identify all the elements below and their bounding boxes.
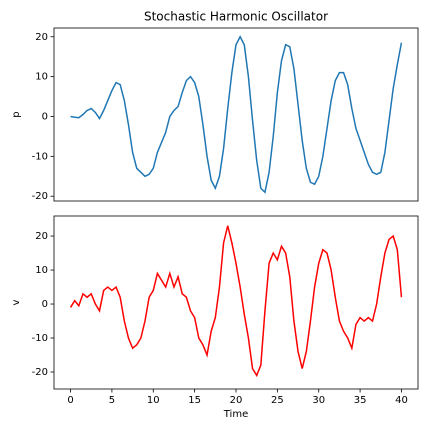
- y-tick-label: 10: [35, 265, 48, 276]
- x-tick-label: 25: [271, 395, 284, 406]
- y-axis-label: p: [11, 111, 22, 117]
- y-tick-label: 0: [42, 111, 48, 122]
- y-tick-label: 20: [35, 231, 48, 242]
- data-line: [69, 225, 403, 378]
- axes-frame: [53, 27, 419, 202]
- data-line: [70, 35, 403, 194]
- x-tick-label: 5: [109, 395, 115, 406]
- y-tick-label: -10: [32, 151, 48, 162]
- x-tick-label: 30: [312, 395, 325, 406]
- y-tick-label: 0: [42, 299, 48, 310]
- x-tick-label: 35: [354, 395, 367, 406]
- x-tick-label: 10: [147, 395, 160, 406]
- y-tick-label: 20: [35, 32, 48, 43]
- x-tick-label: 40: [395, 395, 408, 406]
- y-tick-label: -20: [32, 367, 48, 378]
- x-tick-label: 20: [230, 395, 243, 406]
- x-tick-label: 15: [188, 395, 201, 406]
- y-axis-label: v: [11, 299, 22, 305]
- x-axis-label: Time: [223, 409, 248, 420]
- y-tick-label: 10: [35, 72, 48, 83]
- chart-title: Stochastic Harmonic Oscillator: [144, 10, 328, 24]
- x-tick-label: 0: [67, 395, 73, 406]
- y-tick-label: -20: [32, 191, 48, 202]
- y-tick-label: -10: [32, 333, 48, 344]
